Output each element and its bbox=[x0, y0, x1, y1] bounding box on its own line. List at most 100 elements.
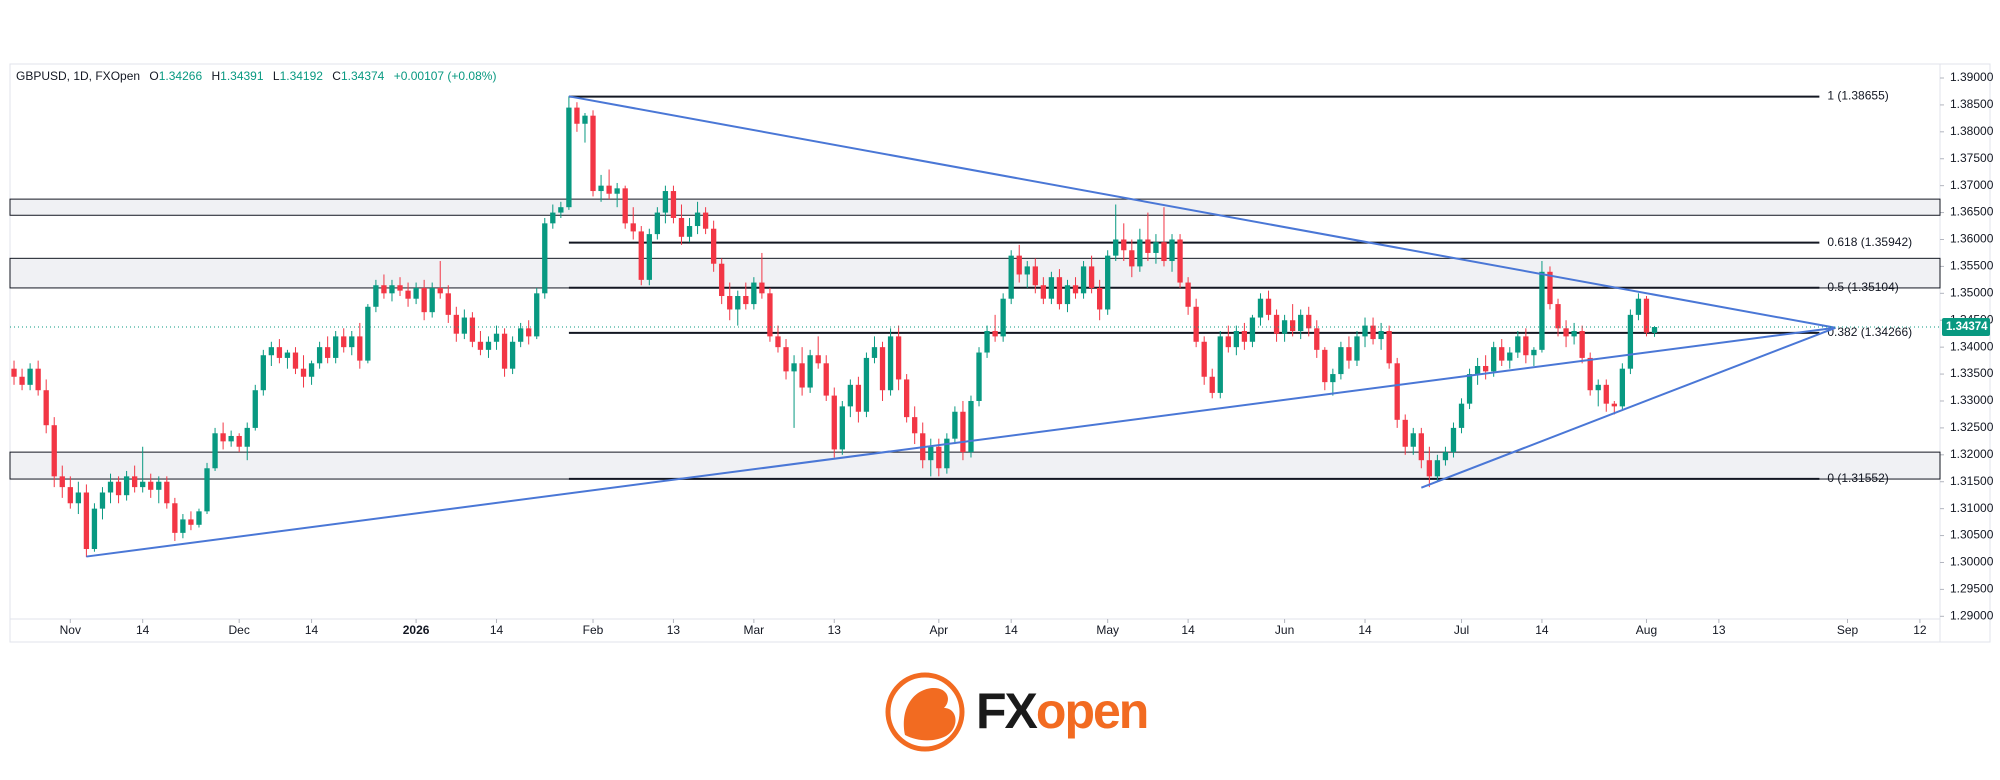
candle-body bbox=[131, 476, 138, 488]
candle-body bbox=[1105, 255, 1111, 310]
candle-body bbox=[115, 481, 122, 496]
candle-body bbox=[1627, 314, 1634, 369]
candle-body bbox=[1306, 314, 1312, 329]
candle-body bbox=[1209, 376, 1215, 393]
candle-body bbox=[1458, 403, 1465, 428]
x-tick-label: 14 bbox=[1358, 623, 1372, 637]
y-tick-label: 1.39000 bbox=[1950, 70, 1994, 84]
candle-body bbox=[1491, 347, 1497, 372]
candle-body bbox=[558, 207, 564, 213]
candle-body bbox=[1201, 341, 1207, 377]
candle-body bbox=[1386, 331, 1392, 364]
candle-body bbox=[863, 357, 870, 412]
x-tick-label: May bbox=[1096, 623, 1119, 637]
candle-body bbox=[268, 347, 275, 356]
trendline bbox=[1420, 326, 1836, 489]
x-tick-label: Nov bbox=[60, 623, 81, 637]
y-tick-label: 1.37500 bbox=[1950, 151, 1994, 165]
candle-body bbox=[960, 411, 966, 453]
candle-body bbox=[413, 287, 419, 299]
candle-body bbox=[51, 425, 57, 477]
candle-body bbox=[566, 107, 572, 208]
candle-body bbox=[324, 347, 331, 358]
candle-body bbox=[35, 368, 41, 391]
candle-body bbox=[1080, 266, 1087, 294]
candle-body bbox=[807, 355, 813, 388]
ohlc-letter: H bbox=[211, 69, 220, 83]
candle-body bbox=[341, 336, 347, 348]
candle-body bbox=[461, 317, 468, 334]
ohlc-value: 1.34374 bbox=[341, 69, 385, 83]
candle-body bbox=[775, 336, 781, 348]
candle-body bbox=[1402, 419, 1408, 447]
candle-body bbox=[1531, 349, 1537, 356]
candle-body bbox=[260, 355, 266, 391]
candle-body bbox=[1137, 239, 1143, 267]
candle-body bbox=[1651, 327, 1658, 333]
candle-body bbox=[968, 400, 974, 453]
candle-body bbox=[365, 306, 371, 361]
candle-body bbox=[212, 433, 218, 469]
x-tick-label: 14 bbox=[1005, 623, 1019, 637]
candle-body bbox=[992, 331, 998, 337]
x-tick-label: 14 bbox=[490, 623, 504, 637]
candle-body bbox=[879, 347, 886, 391]
candle-body bbox=[1595, 384, 1601, 391]
candle-body bbox=[1507, 352, 1513, 361]
x-tick-label: 14 bbox=[136, 623, 150, 637]
ohlc-value: 1.34192 bbox=[280, 69, 324, 83]
candle-body bbox=[1233, 331, 1240, 348]
candle-body bbox=[1113, 239, 1119, 256]
chart-panel bbox=[9, 63, 1991, 643]
candle-body bbox=[1330, 374, 1336, 383]
candle-body bbox=[389, 285, 395, 294]
candle-body bbox=[477, 341, 484, 350]
candle-body bbox=[686, 226, 693, 237]
candle-body bbox=[1225, 336, 1231, 348]
candle-body bbox=[799, 363, 805, 388]
candle-body bbox=[517, 328, 524, 342]
candle-body bbox=[1346, 347, 1352, 361]
trendline bbox=[568, 95, 1836, 329]
candle-body bbox=[912, 417, 918, 434]
candle-body bbox=[228, 435, 234, 442]
candle-body bbox=[1257, 298, 1264, 318]
candle-body bbox=[276, 347, 283, 358]
candle-body bbox=[598, 185, 604, 192]
candle-body bbox=[1185, 282, 1191, 307]
logo-fx: FX bbox=[976, 683, 1038, 739]
candle-body bbox=[1555, 304, 1561, 329]
candle-body bbox=[630, 223, 636, 232]
logo: FXopen bbox=[885, 672, 1149, 752]
candle-body bbox=[1539, 271, 1545, 350]
candle-body bbox=[405, 290, 411, 299]
x-tick-label: 14 bbox=[1181, 623, 1195, 637]
candle-body bbox=[984, 331, 990, 353]
candle-body bbox=[1000, 298, 1006, 337]
candle-body bbox=[1153, 242, 1159, 253]
candle-body bbox=[1619, 368, 1626, 407]
candle-body bbox=[140, 481, 146, 488]
candle-body bbox=[1394, 363, 1400, 420]
x-tick-label: 14 bbox=[305, 623, 319, 637]
y-tick-label: 1.35500 bbox=[1950, 259, 1994, 273]
candle-body bbox=[606, 185, 612, 194]
x-tick-label: 13 bbox=[828, 623, 842, 637]
candle-body bbox=[220, 433, 226, 442]
candle-body bbox=[1145, 239, 1151, 253]
candle-body bbox=[172, 503, 178, 533]
candle-body bbox=[180, 519, 186, 533]
candle-body bbox=[542, 223, 548, 294]
candle-body bbox=[936, 446, 942, 469]
candle-body bbox=[1362, 325, 1368, 337]
candle-body bbox=[164, 481, 170, 504]
ohlc-letter: O bbox=[149, 69, 158, 83]
y-tick-label: 1.37000 bbox=[1950, 178, 1994, 192]
candle-body bbox=[614, 188, 620, 194]
candle-body bbox=[928, 446, 934, 461]
logo-emblem bbox=[903, 687, 956, 741]
candle-body bbox=[895, 336, 902, 380]
candle-body bbox=[622, 188, 628, 224]
y-tick-label: 1.36500 bbox=[1950, 205, 1994, 219]
candle-body bbox=[1289, 320, 1296, 332]
